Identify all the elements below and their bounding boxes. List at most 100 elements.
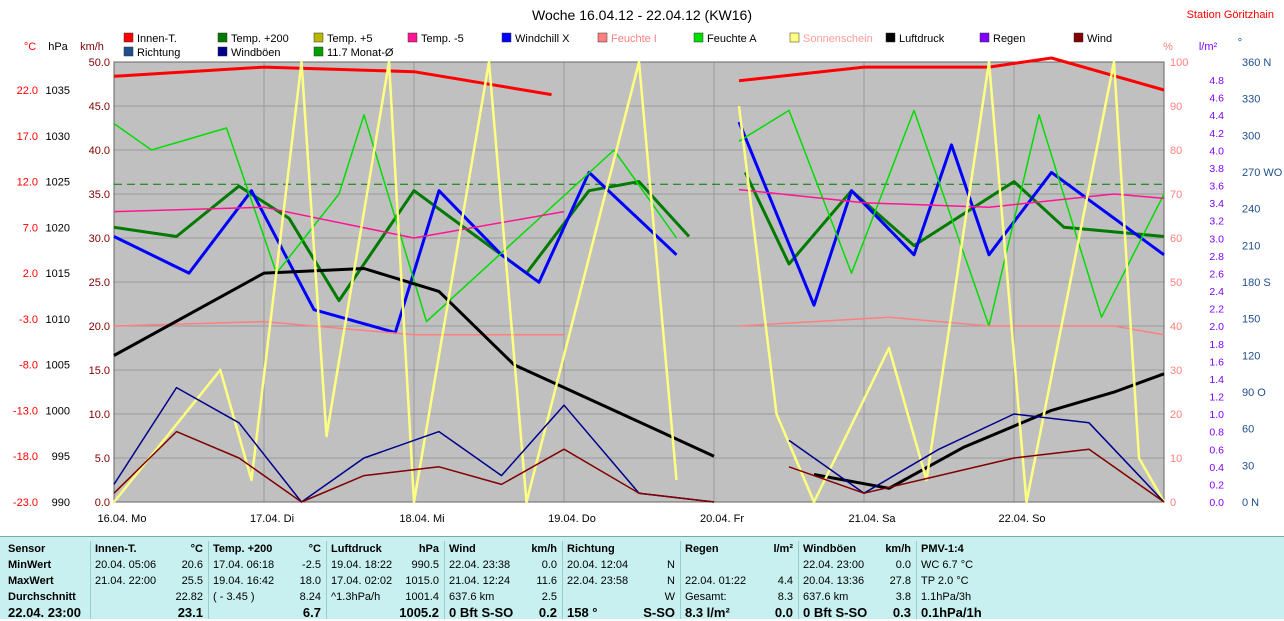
humidity-tick-label: 60 [1170,233,1182,245]
stats-label: 0 Bft S-SO [449,605,514,620]
wind-tick-label: 35.0 [89,189,110,201]
humidity-tick-label: 0 [1170,497,1176,509]
stats-value: 0.3 [892,605,911,620]
stats-value: 18.0 [299,575,321,587]
humidity-axis-unit: % [1163,41,1173,53]
wind-tick-label: 0.0 [95,497,110,509]
stats-value: 1001.4 [405,591,439,603]
series-line-sonnenschein [737,60,1166,504]
stats-column: PMV-1:4 WC 6.7 °C TP 2.0 °C 1.1hPa/3h 0.1hPa… [916,541,1037,620]
stats-unit: °C [308,543,321,555]
direction-tick-label: 180 S [1242,277,1271,289]
stats-header: Wind [449,543,476,555]
legend-swatch [885,32,896,43]
stats-label: 20.04. 05:06 [95,559,157,571]
stats-unit: km/h [531,543,557,555]
stats-value: 1015.0 [405,575,439,587]
series-line-wind [113,430,715,503]
humidity-tick-label: 70 [1170,189,1182,201]
stats-value: 4.4 [777,575,793,587]
stats-unit: hPa [418,543,439,555]
stats-label: 1.1hPa/3h [921,591,972,603]
stats-value: 0.0 [895,559,911,571]
stats-column: Temp. +200 °C 17.04. 06:18 -2.5 19.04. 16:42… [208,541,327,620]
wind-tick-label: 10.0 [89,409,110,421]
series-line-feuchte-a [113,114,678,323]
humidity-tick-label: 30 [1170,365,1182,377]
stats-panel: Sensor MinWert MaxWert Durchschnitt 22.04. 2… [0,536,1284,620]
stats-value: 0.0 [774,605,793,620]
legend-label: Feuchte I [611,33,657,45]
direction-tick-label: 30 [1242,460,1254,472]
stats-value: 0.0 [541,559,557,571]
wind-tick-label: 45.0 [89,101,110,113]
stats-label: Gesamt: [685,591,727,603]
day-label: 22.04. So [998,513,1045,525]
direction-tick-label: 90 O [1242,387,1266,399]
rain-tick-label: 0.6 [1209,444,1224,456]
pressure-tick-label: 1025 [46,177,70,189]
temp-tick-label: -13.0 [13,405,38,417]
legend-swatch [123,46,134,57]
series-line-feuchte-i [113,320,564,336]
stats-label: 21.04. 12:24 [449,575,511,587]
direction-tick-label: 120 [1242,350,1260,362]
stats-column: Luftdruck hPa 19.04. 18:22 990.5 17.04. 02:0… [326,541,445,620]
stats-value: 8.24 [299,591,321,603]
rain-tick-label: 3.0 [1209,233,1224,245]
stats-label: 17.04. 06:18 [213,559,275,571]
series-line-temp-5 [113,206,565,239]
legend-label: Innen-T. [137,33,177,45]
stats-label: 19.04. 16:42 [213,575,275,587]
rain-tick-label: 4.6 [1209,93,1224,105]
stats-value: 23.1 [177,605,203,620]
legend-swatch [313,32,324,43]
legend-label: Regen [993,33,1025,45]
legend-label: Richtung [137,47,180,59]
legend-swatch [217,46,228,57]
series-line-windb-en [788,413,1165,503]
stats-unit: km/h [885,543,911,555]
stats-value: 25.5 [181,575,203,587]
rain-tick-label: 3.6 [1209,181,1224,193]
stats-label: 637.6 km [803,591,849,603]
direction-tick-label: 270 WO [1242,167,1283,179]
direction-tick-label: 60 [1242,424,1254,436]
series-line-windb-en [113,386,715,503]
day-label: 18.04. Mi [399,513,444,525]
stats-value: -2.5 [302,559,321,571]
legend-swatch [789,32,800,43]
stats-column: Innen-T. °C 20.04. 05:06 20.6 21.04. 22:00 25… [90,541,209,620]
stats-unit: °C [190,543,203,555]
stats-column: Richtung 20.04. 12:04 N 22.04. 23:58 N W 158 °… [562,541,681,620]
rain-tick-label: 2.4 [1209,286,1224,298]
legend-swatch [1073,32,1084,43]
rain-tick-label: 2.6 [1209,268,1224,280]
series-line-windchill-x [113,170,678,335]
legend-swatch [407,32,418,43]
legend-swatch [597,32,608,43]
stats-label: TP 2.0 °C [921,575,969,587]
series-line-temp-200 [743,171,1165,266]
temp-tick-label: -8.0 [19,360,38,372]
stats-label: 158 ° [567,605,598,620]
station-name: Station Göritzhain [1187,9,1274,21]
stats-label: WC 6.7 °C [921,559,974,571]
temp-axis-unit: °C [24,41,36,53]
pressure-tick-label: 1000 [46,405,70,417]
stats-value: 11.6 [536,575,557,587]
rain-tick-label: 0.2 [1209,479,1224,491]
temp-tick-label: 2.0 [23,268,38,280]
wind-tick-label: 40.0 [89,145,110,157]
stats-label: 0 Bft S-SO [803,605,868,620]
rain-tick-label: 3.2 [1209,216,1224,228]
pressure-tick-label: 990 [52,497,70,509]
stats-column: Wind km/h 22.04. 23:38 0.0 21.04. 12:24 11.6 6… [444,541,563,620]
legend-label: Temp. -5 [421,33,464,45]
stats-value: 6.7 [302,605,321,620]
axes: °C hPa km/h% l/m² ° 22.0 17.0 12.0 7.0 2.0 -3.0 -8.… [13,37,1283,525]
day-label: 19.04. Do [548,513,596,525]
stats-value: 0.2 [538,605,557,620]
stats-label: 22.04. 23:00 [8,605,82,620]
series-line-feuchte-a [738,109,1165,327]
